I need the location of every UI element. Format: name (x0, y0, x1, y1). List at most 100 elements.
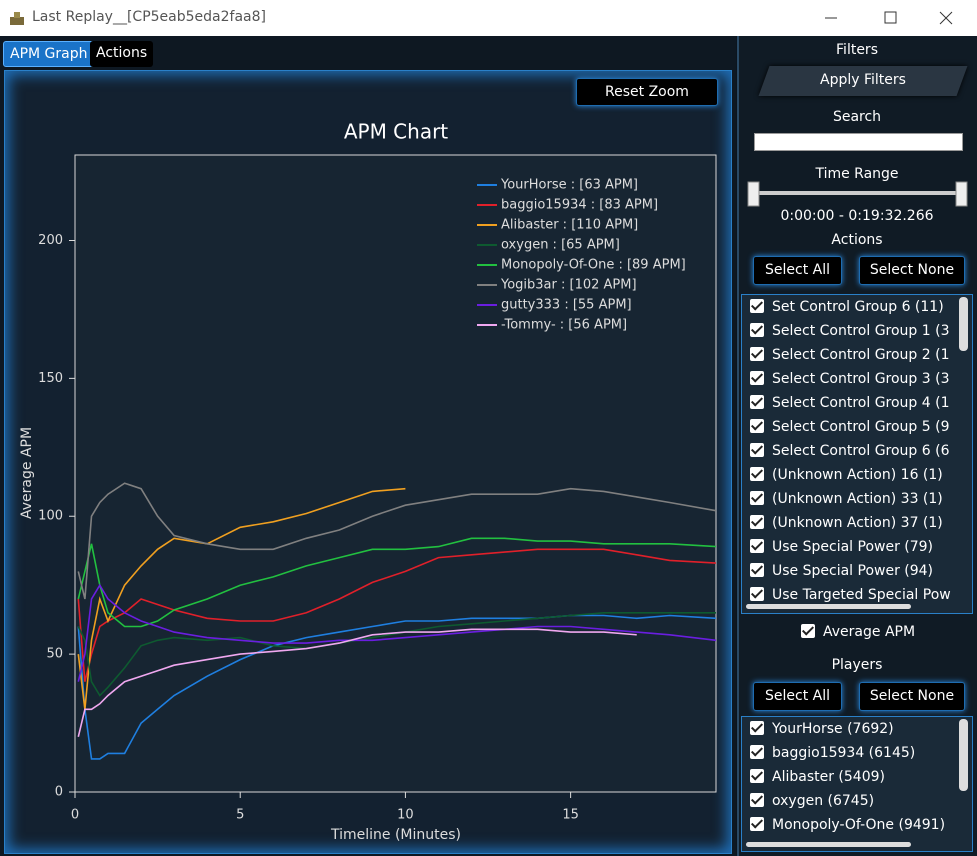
checkbox[interactable] (750, 587, 764, 601)
checkbox[interactable] (750, 323, 764, 337)
list-item-label: Select Control Group 4 (1 (772, 395, 950, 411)
checkbox[interactable] (750, 721, 764, 735)
x-tick-label: 15 (562, 808, 579, 823)
list-item[interactable]: Use Special Power (94) (750, 563, 960, 585)
list-item[interactable]: Select Control Group 6 (6 (750, 443, 960, 465)
list-item-label: Set Control Group 6 (11) (772, 299, 944, 315)
app-icon (10, 12, 24, 25)
checkbox[interactable] (750, 539, 764, 553)
list-item[interactable]: (Unknown Action) 16 (1) (750, 467, 960, 489)
checkbox[interactable] (750, 395, 764, 409)
series-line (77, 628, 637, 737)
h-scrollbar[interactable] (746, 842, 911, 847)
average-apm-checkbox[interactable]: Average APM (801, 624, 915, 640)
list-item[interactable]: baggio15934 (6145) (750, 745, 960, 767)
list-item[interactable]: Monopoly-Of-One (9491) (750, 817, 960, 839)
average-apm-label: Average APM (823, 624, 916, 640)
list-item-label: Monopoly-Of-One (9491) (772, 817, 946, 833)
list-item-label: Select Control Group 6 (6 (772, 443, 950, 459)
h-scrollbar[interactable] (746, 604, 911, 609)
checkbox[interactable] (750, 443, 764, 457)
plot-area (74, 154, 717, 793)
list-item-label: (Unknown Action) 37 (1) (772, 515, 943, 531)
x-tick-label: 10 (397, 808, 414, 823)
y-axis-label: Average APM (19, 427, 35, 519)
list-item-label: Select Control Group 3 (3 (772, 371, 950, 387)
list-item-label: Use Special Power (94) (772, 563, 934, 579)
list-item-label: (Unknown Action) 16 (1) (772, 467, 943, 483)
y-tick-label: 0 (55, 785, 63, 800)
list-item[interactable]: Use Special Power (79) (750, 539, 960, 561)
checkbox[interactable] (750, 515, 764, 529)
checkbox[interactable] (750, 299, 764, 313)
legend-label: oxygen : [65 APM] (501, 238, 620, 253)
legend-label: YourHorse : [63 APM] (500, 178, 638, 193)
list-item-label: Use Special Power (79) (772, 539, 934, 555)
legend-label: baggio15934 : [83 APM] (501, 198, 658, 213)
time-slider[interactable] (745, 180, 971, 208)
list-item[interactable]: YourHorse (7692) (750, 721, 960, 743)
x-axis-label: Timeline (Minutes) (330, 827, 461, 843)
x-tick-label: 0 (71, 808, 79, 823)
list-item[interactable]: (Unknown Action) 33 (1) (750, 491, 960, 513)
list-item[interactable]: (Unknown Action) 37 (1) (750, 515, 960, 537)
checkbox[interactable] (750, 371, 764, 385)
checkbox[interactable] (750, 769, 764, 783)
y-tick-label: 100 (38, 509, 63, 524)
legend-label: Monopoly-Of-One : [89 APM] (501, 258, 686, 273)
checkbox[interactable] (750, 745, 764, 759)
checkbox[interactable] (750, 347, 764, 361)
scrollbar[interactable] (959, 719, 968, 791)
x-tick-label: 5 (236, 808, 244, 823)
series-line (77, 537, 717, 628)
list-item[interactable]: Select Control Group 5 (9 (750, 419, 960, 441)
actions-title: Actions (831, 232, 883, 248)
list-item-label: (Unknown Action) 33 (1) (772, 491, 943, 507)
apply-filters-label: Apply Filters (820, 72, 906, 88)
actions-list: Set Control Group 6 (11) Select Control G… (741, 294, 973, 614)
chart: APM Chart Timeline (Minutes) Average APM… (19, 120, 717, 843)
select-all-button[interactable]: Select All (753, 256, 842, 285)
list-item-label: baggio15934 (6145) (772, 745, 916, 761)
search-input[interactable] (754, 133, 963, 151)
players-title: Players (831, 657, 883, 673)
chart-title: APM Chart (344, 120, 448, 144)
title-bar: Last Replay__[CP5eab5eda2faa8] (0, 0, 977, 36)
checkbox[interactable] (750, 467, 764, 481)
legend-label: Alibaster : [110 APM] (501, 218, 638, 233)
list-item[interactable]: Select Control Group 2 (1 (750, 347, 960, 369)
tab[interactable]: APM Graph (3, 41, 95, 67)
checkbox[interactable] (750, 491, 764, 505)
window-controls[interactable] (820, 8, 970, 28)
window-title: Last Replay__[CP5eab5eda2faa8] (32, 9, 266, 25)
legend-label: Yogib3ar : [102 APM] (500, 278, 637, 293)
scrollbar[interactable] (959, 297, 968, 351)
legend-label: gutty333 : [55 APM] (501, 298, 632, 313)
checkbox[interactable] (750, 817, 764, 831)
tab[interactable]: Actions (90, 41, 154, 67)
series-line (77, 583, 717, 682)
y-tick-label: 150 (38, 371, 63, 386)
list-item[interactable]: Set Control Group 6 (11) (750, 299, 960, 321)
list-item[interactable]: oxygen (6745) (750, 793, 960, 815)
list-item[interactable]: Select Control Group 1 (3 (750, 323, 960, 345)
time-range-label: Time Range (815, 166, 899, 182)
list-item[interactable]: Alibaster (5409) (750, 769, 960, 791)
series-line (77, 482, 717, 600)
time-range-value: 0:00:00 - 0:19:32.266 (780, 208, 934, 224)
y-tick-label: 50 (46, 647, 63, 662)
list-item[interactable]: Select Control Group 3 (3 (750, 371, 960, 393)
checkbox[interactable] (750, 563, 764, 577)
players-select-none-button[interactable]: Select None (859, 682, 965, 711)
list-item[interactable]: Use Targeted Special Pow (750, 587, 960, 609)
search-label: Search (832, 109, 882, 125)
checkbox[interactable] (750, 419, 764, 433)
list-item[interactable]: Select Control Group 4 (1 (750, 395, 960, 417)
checkbox[interactable] (750, 793, 764, 807)
list-item-label: oxygen (6745) (772, 793, 875, 809)
players-select-all-button[interactable]: Select All (753, 682, 842, 711)
select-none-button[interactable]: Select None (859, 256, 965, 285)
list-item-label: YourHorse (7692) (772, 721, 894, 737)
reset-zoom-button[interactable]: Reset Zoom (576, 78, 718, 106)
